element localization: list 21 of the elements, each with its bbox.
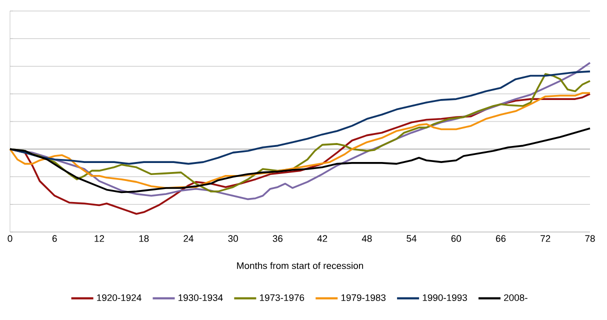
x-tick-label: 18	[139, 235, 149, 242]
x-tick-label: 60	[451, 235, 462, 242]
x-tick-label: 54	[406, 235, 417, 242]
x-tick-label: 24	[184, 235, 194, 242]
x-tick-label: 30	[228, 235, 238, 242]
x-tick-label: 36	[272, 235, 283, 242]
x-tick-label: 78	[585, 235, 595, 242]
legend-label: 1920-1924	[97, 294, 142, 302]
legend-label: 1979-1983	[341, 294, 386, 302]
x-tick-label: 48	[362, 235, 372, 242]
x-tick-label: 42	[317, 235, 328, 242]
legend-label: 1990-1993	[422, 294, 467, 302]
x-tick-label: 66	[496, 235, 506, 242]
legend-label: 2008-	[504, 294, 528, 302]
legend-label: 1930-1934	[178, 294, 223, 302]
x-tick-label: 12	[94, 235, 104, 242]
x-tick-label: 6	[52, 235, 57, 242]
x-tick-label: 0	[8, 235, 12, 242]
x-tick-label: 72	[540, 235, 550, 242]
legend-label: 1973-1976	[260, 294, 304, 302]
x-axis-title: Months from start of recession	[237, 262, 364, 270]
